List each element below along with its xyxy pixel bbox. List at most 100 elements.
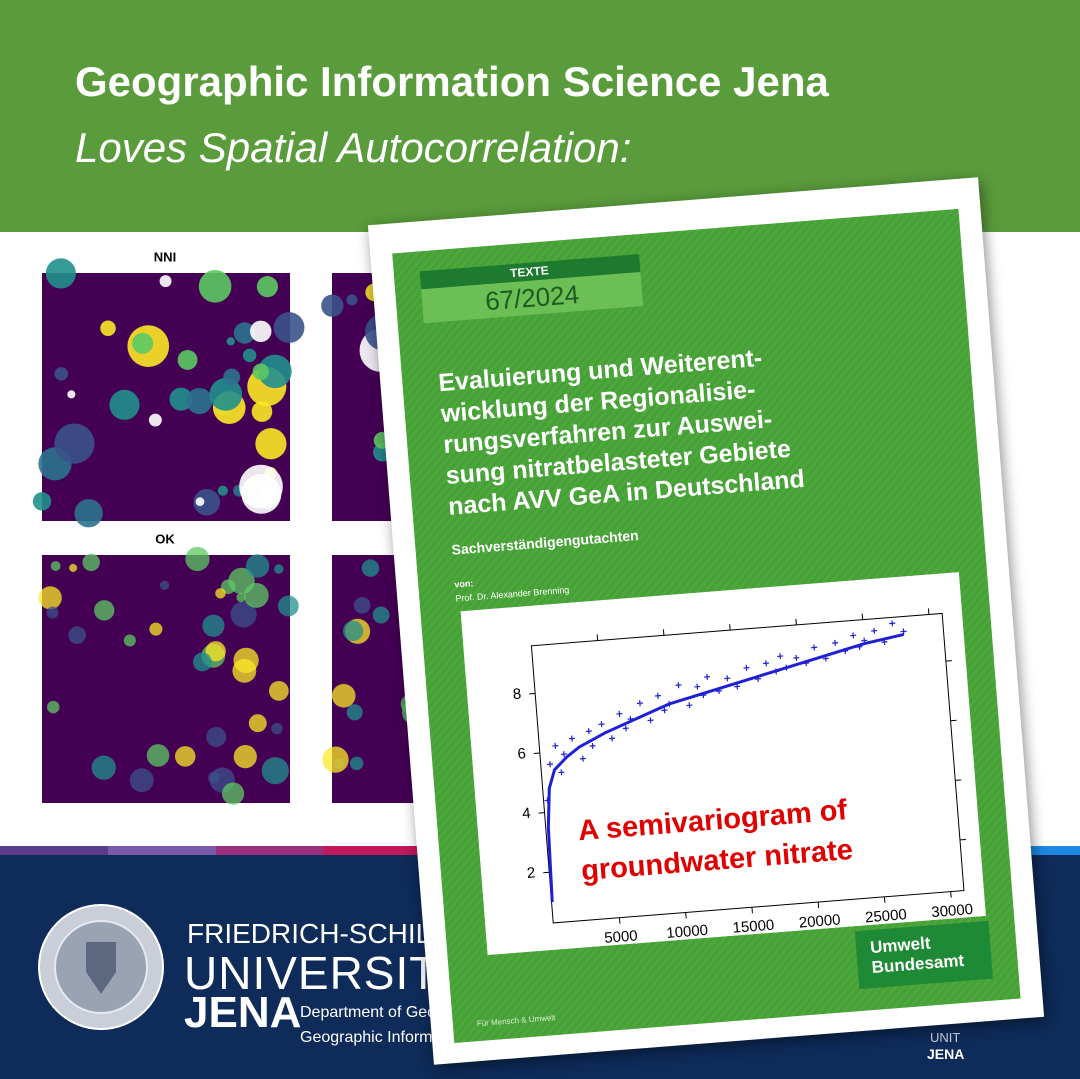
- map-blob: [321, 294, 344, 317]
- point: [608, 735, 616, 742]
- author-label: von:: [453, 578, 474, 590]
- map-blob: [243, 582, 269, 608]
- map-blob: [261, 757, 289, 785]
- map-blob: [346, 704, 363, 721]
- map-blob: [159, 275, 172, 288]
- partner-unit: UNIT: [930, 1030, 961, 1045]
- map-panels: NNI OK: [32, 249, 440, 805]
- map-blob: [185, 546, 210, 572]
- map-blob: [268, 680, 289, 701]
- point: [704, 673, 711, 680]
- map-blob: [233, 745, 257, 769]
- map-blob: [349, 756, 364, 771]
- map-blob: [215, 588, 226, 599]
- plot-frame: [530, 612, 965, 924]
- map-label: NNI: [154, 249, 176, 264]
- map-blob: [277, 595, 299, 617]
- point: [585, 728, 592, 735]
- map-blob: [38, 586, 62, 610]
- x-tick-label: 10000: [666, 922, 709, 942]
- map-blob: [256, 276, 279, 298]
- map-blob: [192, 652, 212, 672]
- point: [560, 751, 567, 758]
- map-blob: [223, 368, 241, 386]
- map-blob: [230, 601, 257, 628]
- map-blob: [74, 499, 103, 528]
- map-blob: [331, 683, 356, 708]
- map-blob: [353, 596, 371, 614]
- x-tick-label: 15000: [732, 917, 775, 937]
- map-blob: [169, 387, 193, 411]
- map-blob: [232, 658, 257, 683]
- map-blob: [174, 746, 196, 767]
- map-blob: [226, 337, 235, 346]
- point: [568, 735, 576, 742]
- map-blob: [222, 782, 245, 805]
- map-blob: [132, 332, 154, 354]
- map-blob: [54, 367, 69, 381]
- map-blob: [206, 726, 227, 747]
- point: [589, 742, 596, 749]
- map-blob: [274, 564, 284, 574]
- map-blob: [159, 580, 170, 590]
- map-blob: [91, 755, 116, 780]
- cover-footer: Für Mensch & Umwelt: [476, 1013, 556, 1029]
- cover-title: Evaluierung und Weiterent-wicklung der R…: [437, 340, 806, 523]
- point: [763, 660, 770, 667]
- map-blob: [198, 270, 232, 303]
- cover-subtitle: Sachverständigengutachten: [450, 527, 640, 558]
- map-blob: [149, 622, 163, 636]
- map-blob: [251, 401, 273, 422]
- university-line: JENA: [184, 988, 302, 1037]
- map-label: OK: [155, 531, 175, 546]
- map-blob: [346, 294, 358, 306]
- point: [832, 639, 839, 646]
- point: [675, 682, 682, 689]
- seal: [38, 904, 164, 1030]
- map-blob: [54, 423, 95, 464]
- x-tick-label: 5000: [604, 927, 639, 947]
- cover-green: TEXTE 67/2024 Evaluierung und Weiterent-…: [392, 208, 1021, 1044]
- map-blob: [94, 600, 115, 621]
- y-tick-label: 6: [517, 745, 527, 763]
- chart-background: [460, 572, 987, 956]
- point: [734, 683, 741, 690]
- map-blob: [239, 464, 283, 509]
- map-blob: [273, 312, 305, 343]
- map-blob: [245, 554, 270, 578]
- map-blob: [205, 641, 226, 662]
- map-blob: [123, 634, 136, 647]
- partner-unit: JENA: [927, 1046, 965, 1062]
- map-blob: [50, 561, 61, 571]
- point: [616, 710, 623, 717]
- map-blob: [45, 258, 76, 289]
- map-blob: [193, 488, 221, 516]
- point: [636, 700, 643, 707]
- seal-figure: [86, 942, 116, 994]
- map-blob: [195, 497, 205, 507]
- point: [598, 721, 605, 728]
- subtitle: Loves Spatial Autocorrelation:: [75, 124, 632, 171]
- point: [558, 769, 565, 776]
- x-tick-label: 25000: [865, 906, 908, 926]
- point: [647, 717, 654, 724]
- point: [547, 761, 554, 768]
- point: [793, 654, 800, 661]
- map-blob: [322, 746, 349, 773]
- y-tick-label: 2: [526, 864, 536, 882]
- fit-curve: [546, 632, 905, 903]
- map-blob: [236, 592, 246, 603]
- map-blob: [32, 492, 52, 511]
- title: Geographic Information Science Jena: [75, 58, 829, 105]
- point: [694, 683, 701, 690]
- map-blob: [177, 349, 198, 370]
- logo-box: Umwelt Bundesamt: [854, 920, 993, 990]
- point: [724, 675, 731, 682]
- map-blob: [129, 768, 154, 793]
- map-blob: [202, 614, 225, 637]
- map-blob: [148, 413, 162, 427]
- map-blob: [248, 714, 267, 733]
- map-blob: [68, 626, 86, 644]
